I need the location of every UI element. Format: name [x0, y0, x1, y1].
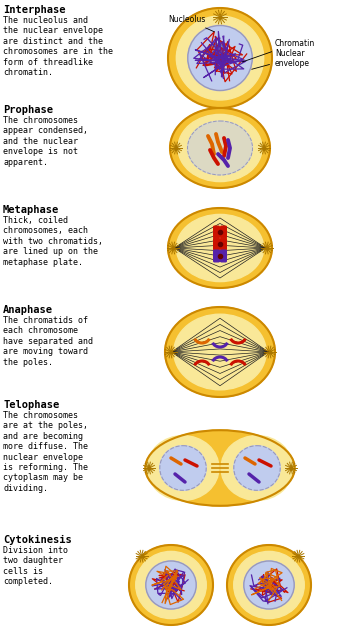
Text: Telophase: Telophase [3, 400, 59, 410]
Ellipse shape [187, 121, 252, 175]
Ellipse shape [147, 436, 219, 501]
Ellipse shape [160, 446, 206, 490]
Text: The nucleolus and
the nuclear envelope
are distinct and the
chromosomes are in t: The nucleolus and the nuclear envelope a… [3, 16, 113, 77]
Ellipse shape [168, 8, 272, 108]
Ellipse shape [234, 552, 304, 619]
Ellipse shape [168, 208, 272, 288]
Text: Cytokinesis: Cytokinesis [3, 535, 72, 545]
Ellipse shape [244, 561, 294, 609]
Text: Prophase: Prophase [3, 105, 53, 115]
Ellipse shape [176, 215, 264, 282]
Ellipse shape [165, 307, 275, 397]
FancyBboxPatch shape [221, 250, 226, 262]
Text: Chromatin: Chromatin [242, 39, 315, 62]
FancyBboxPatch shape [214, 238, 219, 250]
Text: Interphase: Interphase [3, 5, 65, 15]
Ellipse shape [207, 44, 227, 60]
FancyBboxPatch shape [214, 226, 219, 238]
Text: Thick, coiled
chromosomes, each
with two chromatids,
are lined up on the
metapha: Thick, coiled chromosomes, each with two… [3, 216, 103, 267]
Ellipse shape [145, 430, 295, 506]
FancyBboxPatch shape [221, 226, 226, 238]
Ellipse shape [129, 545, 213, 625]
Ellipse shape [188, 25, 252, 90]
Ellipse shape [170, 108, 270, 188]
Text: The chromosomes
are at the poles,
and are becoming
more diffuse. The
nuclear env: The chromosomes are at the poles, and ar… [3, 411, 88, 493]
Ellipse shape [174, 314, 266, 390]
FancyBboxPatch shape [214, 250, 219, 262]
Ellipse shape [178, 115, 262, 182]
Text: Nuclear
envelope: Nuclear envelope [252, 48, 310, 69]
FancyBboxPatch shape [221, 238, 226, 250]
Ellipse shape [221, 436, 293, 501]
Ellipse shape [234, 446, 280, 490]
Ellipse shape [176, 16, 264, 100]
Text: The chromatids of
each chromosome
have separated and
are moving toward
the poles: The chromatids of each chromosome have s… [3, 316, 93, 367]
Text: Nucleolus: Nucleolus [168, 15, 214, 32]
Text: Metaphase: Metaphase [3, 205, 59, 215]
Ellipse shape [227, 545, 311, 625]
Text: The chromosomes
appear condensed,
and the nuclear
envelope is not
apparent.: The chromosomes appear condensed, and th… [3, 116, 88, 167]
Text: Division into
two daughter
cells is
completed.: Division into two daughter cells is comp… [3, 546, 68, 586]
Ellipse shape [146, 561, 196, 609]
Text: Anaphase: Anaphase [3, 305, 53, 315]
Ellipse shape [136, 552, 206, 619]
